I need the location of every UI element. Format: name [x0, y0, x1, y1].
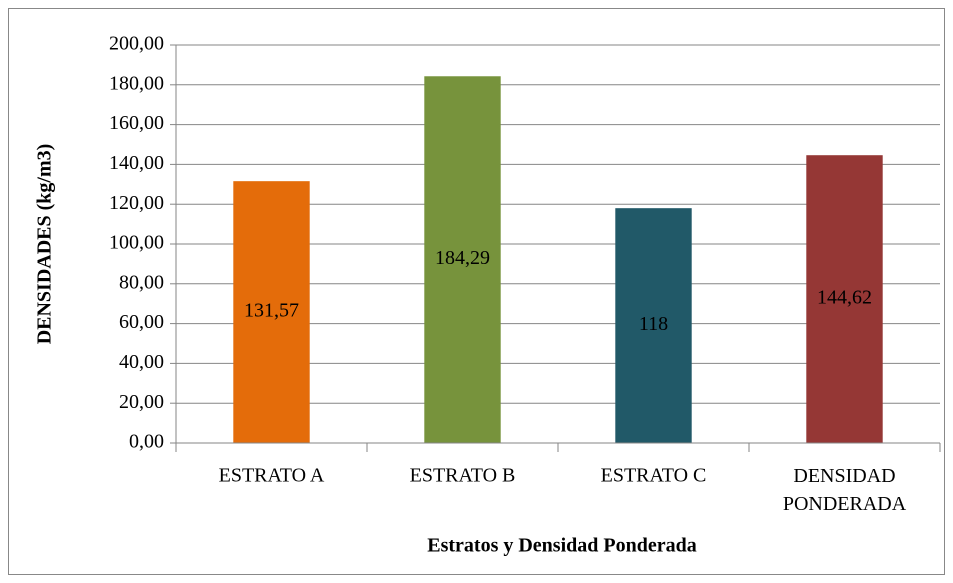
y-tick-label: 0,00: [129, 431, 164, 453]
y-tick-label: 60,00: [119, 311, 164, 333]
y-tick-label: 80,00: [119, 271, 164, 293]
bar: [615, 208, 692, 443]
x-tick-label: ESTRATO B: [410, 465, 516, 487]
y-tick-label: 200,00: [109, 33, 164, 55]
y-tick-label: 40,00: [119, 351, 164, 373]
data-label: 144,62: [817, 287, 872, 309]
data-label: 131,57: [244, 300, 299, 322]
bar: [424, 76, 501, 443]
bar: [233, 181, 310, 443]
bar: [806, 155, 883, 443]
y-tick-label: 120,00: [109, 192, 164, 214]
y-tick-label: 160,00: [109, 112, 164, 134]
x-tick-label: ESTRATO A: [219, 465, 325, 487]
data-label: 184,29: [435, 247, 490, 269]
y-tick-label: 180,00: [109, 72, 164, 94]
y-axis-title: DENSIDADES (kg/m3): [34, 144, 56, 345]
y-tick-label: 100,00: [109, 232, 164, 254]
y-tick-label: 20,00: [119, 391, 164, 413]
x-tick-label: ESTRATO C: [601, 465, 707, 487]
x-tick-label: DENSIDAD PONDERADA: [783, 465, 907, 515]
data-label: 118: [639, 313, 668, 335]
x-axis-title: Estratos y Densidad Ponderada: [427, 535, 696, 557]
y-tick-label: 140,00: [109, 152, 164, 174]
